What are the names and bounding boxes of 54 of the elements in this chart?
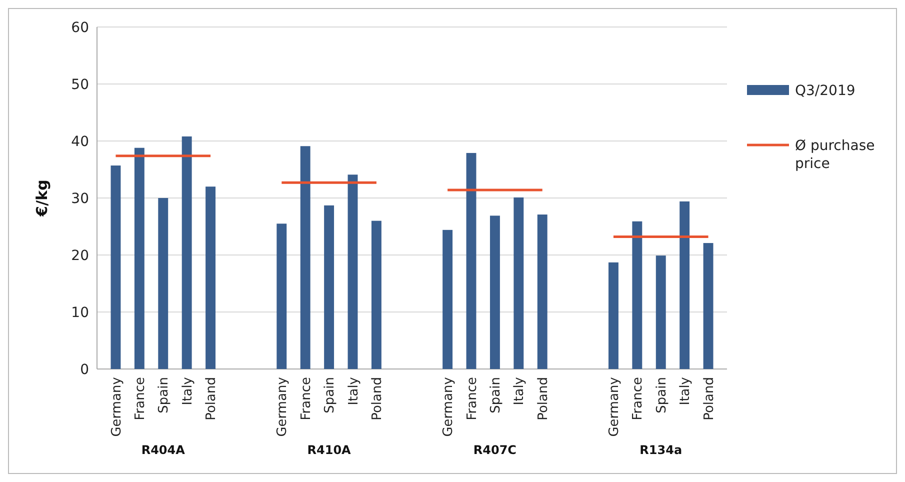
x-tick-label: Italy [678, 376, 694, 406]
y-axis-title: €/kg [33, 180, 51, 218]
bar [490, 216, 500, 369]
text: R404A [141, 443, 186, 457]
x-tick-label: Italy [180, 376, 196, 406]
bar [537, 214, 548, 369]
x-tick-label: Poland [370, 377, 385, 420]
y-tick-label: 40 [71, 134, 89, 150]
x-tick-label: Spain [156, 377, 172, 414]
x-tick-label: Italy [346, 376, 362, 406]
y-tick-label: 0 [80, 362, 89, 378]
x-tick-label: Poland [702, 377, 717, 420]
x-tick-label: Poland [536, 377, 551, 420]
x-tick-label: France [630, 377, 646, 420]
bar [134, 148, 144, 369]
y-tick-label: 20 [71, 248, 89, 264]
text: R134a [640, 443, 682, 457]
x-tick-label: Spain [322, 377, 338, 414]
bar [276, 224, 287, 369]
x-tick-label: Germany [607, 376, 622, 437]
bar [703, 243, 714, 369]
bar [324, 205, 334, 369]
bar [442, 230, 453, 369]
text: R410A [307, 443, 352, 457]
x-tick-label: Germany [275, 376, 290, 437]
x-tick-label: France [132, 377, 148, 420]
bar [680, 201, 690, 369]
bar [656, 256, 666, 369]
bar [514, 197, 524, 369]
x-tick-label: France [298, 377, 314, 420]
x-tick-label: Italy [512, 376, 528, 406]
y-tick-label: 50 [71, 76, 89, 93]
bar [632, 221, 642, 369]
bar [371, 220, 382, 369]
bar [466, 152, 476, 369]
x-tick-label: Spain [488, 377, 504, 414]
bar [182, 136, 192, 369]
legend-label: Ø purchase price [795, 138, 875, 172]
legend-label: Q3/2019 [795, 82, 856, 99]
y-tick-label: 10 [71, 304, 89, 321]
bar [110, 166, 121, 369]
x-tick-label: Poland [204, 377, 220, 420]
y-tick-label: 60 [71, 20, 89, 36]
x-tick-label: France [464, 377, 480, 420]
x-tick-label: Germany [109, 376, 124, 437]
text: R407C [473, 443, 517, 457]
bar [348, 174, 358, 369]
x-tick-label: Germany [441, 376, 456, 437]
bar [300, 146, 310, 369]
bar [158, 198, 168, 369]
bar [206, 186, 216, 369]
y-tick-label: 30 [71, 190, 89, 207]
bar [608, 262, 618, 369]
x-tick-label: Spain [654, 377, 670, 414]
